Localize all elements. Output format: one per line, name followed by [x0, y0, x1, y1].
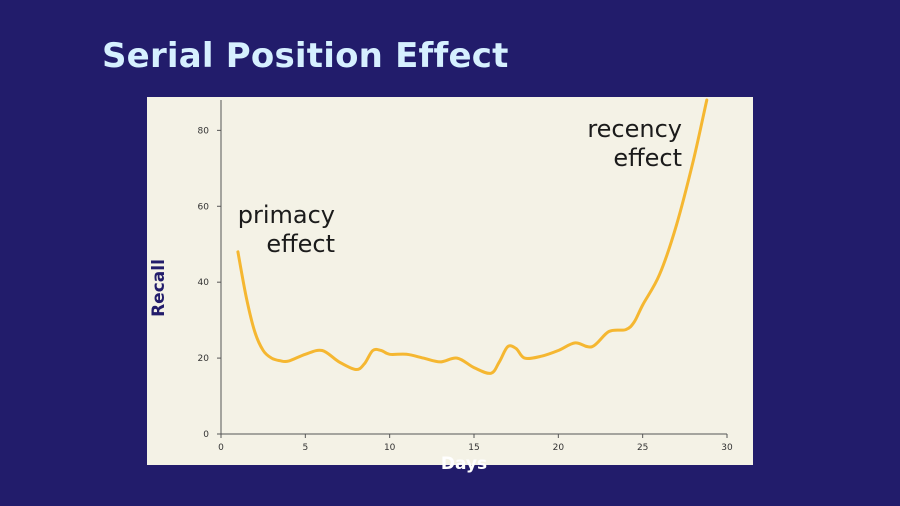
- x-tick-label-30: 30: [721, 443, 733, 453]
- x-tick-label-20: 20: [553, 443, 565, 453]
- x-tick-label-10: 10: [384, 443, 396, 453]
- x-axis-label: Days: [440, 454, 488, 474]
- y-tick-label-40: 40: [198, 278, 210, 288]
- x-tick-label-25: 25: [637, 443, 648, 453]
- y-tick-label-20: 20: [198, 354, 210, 364]
- y-tick-label-60: 60: [198, 202, 210, 212]
- x-tick-label-15: 15: [468, 443, 479, 453]
- chart-panel: 0 20 40 60 80 0 5 10 15 20 25 30 primacy effect recenc…: [147, 97, 753, 465]
- x-tick-label-5: 5: [302, 443, 308, 453]
- y-tick-label-0: 0: [203, 430, 209, 440]
- annotation-1-line-1: effect: [613, 144, 682, 172]
- x-tick-label-0: 0: [218, 443, 224, 453]
- y-axis-label: Recall: [149, 259, 169, 317]
- annotation-0-line-1: effect: [266, 230, 335, 258]
- annotation-0-line-0: primacy: [238, 201, 335, 229]
- y-tick-label-80: 80: [198, 126, 210, 136]
- series-line-0: [236, 98, 709, 375]
- slide-title: Serial Position Effect: [102, 36, 509, 76]
- annotation-1-line-0: recency: [587, 115, 682, 143]
